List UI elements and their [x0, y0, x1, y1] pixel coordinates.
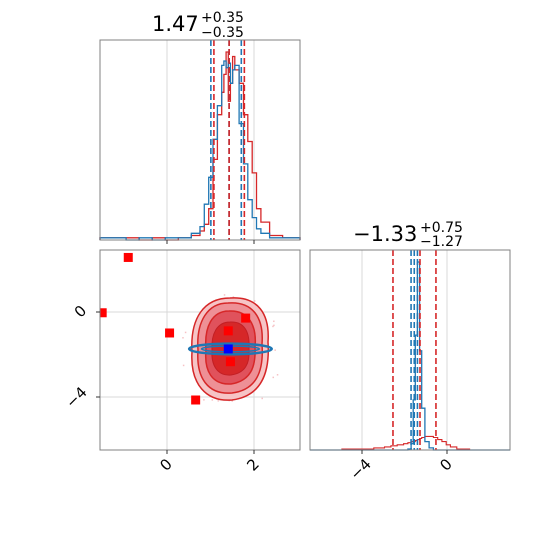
scatter-sample: [232, 296, 235, 298]
scatter-sample: [261, 397, 263, 400]
scatter-sample: [253, 300, 256, 302]
scatter-sample: [217, 400, 220, 402]
title-param2-plus: +0.75: [420, 220, 463, 236]
title-param1-plus: +0.35: [201, 10, 244, 26]
tick-label-right-x0: 0: [436, 455, 455, 474]
panel-2d: [96, 249, 301, 454]
tick-label-right-x-4: −4: [346, 455, 374, 483]
marker-blue: [223, 344, 233, 354]
panel-hist-param2: [309, 249, 511, 454]
scatter-sample: [184, 331, 187, 334]
marker-red-6: [225, 357, 235, 367]
scatter-sample: [203, 399, 205, 401]
marker-red-0: [100, 308, 107, 318]
scatter-sample: [273, 324, 275, 327]
panel-hist-param1: [99, 39, 301, 244]
title-param2-value: −1.33: [353, 222, 417, 246]
tick-label-2d-y0: 0: [71, 302, 90, 321]
scatter-sample: [272, 376, 275, 379]
scatter-sample: [211, 399, 214, 401]
marker-red-4: [223, 326, 233, 336]
title-param2: −1.33 +0.75 −1.27: [353, 220, 463, 250]
title-param1: 1.47 +0.35 −0.35: [152, 10, 244, 41]
scatter-sample: [231, 400, 233, 402]
tick-label-2d-y-4: −4: [62, 383, 90, 411]
contour-blue: [187, 342, 273, 356]
tick-label-2d-x0: 0: [156, 455, 175, 474]
scatter-sample: [182, 364, 185, 367]
tick-label-2d-x2: 2: [243, 455, 262, 474]
marker-red-7: [191, 395, 201, 405]
scatter-sample: [182, 337, 184, 339]
title-param1-minus: −0.35: [201, 25, 244, 41]
marker-red-3: [165, 328, 175, 338]
scatter-sample: [276, 374, 279, 376]
marker-red-1: [123, 252, 133, 262]
scatter-sample: [272, 325, 274, 328]
title-param2-minus: −1.27: [420, 234, 463, 250]
marker-red-5: [241, 313, 251, 323]
scatter-sample: [223, 294, 226, 296]
title-param1-value: 1.47: [152, 12, 199, 36]
scatter-sample: [273, 320, 275, 323]
scatter-sample: [274, 349, 276, 351]
